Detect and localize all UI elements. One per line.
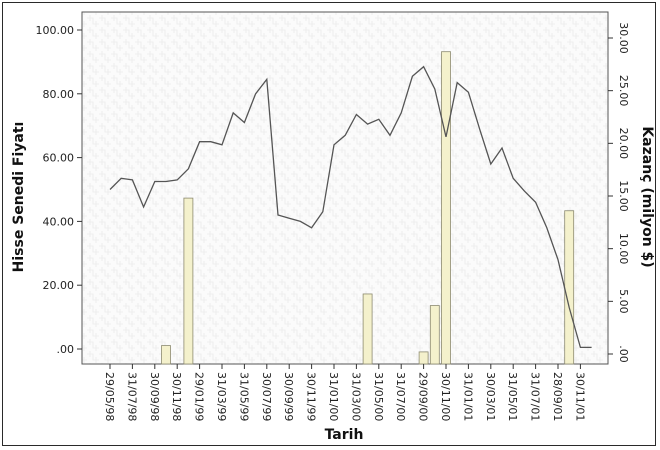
chart-frame: .00 20.00 40.00 60.00 80.00 100.00 .00 5.00 10.… <box>2 2 656 446</box>
bar <box>161 345 171 365</box>
price-line <box>109 65 592 349</box>
x-tick-label: 30/11/99 <box>305 372 318 421</box>
x-tick-label: 28/09/01 <box>551 372 564 421</box>
y-right-tick-label: 15.00 <box>617 180 630 212</box>
x-tick-label: 30/09/99 <box>282 372 295 421</box>
x-tick-label: 31/03/99 <box>215 372 228 421</box>
x-tick-label: 29/09/00 <box>417 372 430 421</box>
y-axis-right-label: Kazanç (milyon $) <box>639 126 655 267</box>
y-right-tick-label: 30.00 <box>617 22 630 54</box>
y-right-tick-label: 25.00 <box>617 75 630 107</box>
x-tick-label: 30/11/01 <box>573 372 586 421</box>
y-left-tick-label: 60.00 <box>43 152 75 165</box>
x-tick-label: 29/01/99 <box>193 372 206 421</box>
y-right-tick-label: 20.00 <box>617 128 630 160</box>
y-left-tick-label: 20.00 <box>43 279 75 292</box>
x-tick-label: 29/05/98 <box>103 372 116 421</box>
x-tick-label: 31/07/01 <box>529 372 542 421</box>
x-tick-label: 31/05/01 <box>506 372 519 421</box>
bar <box>418 351 429 365</box>
y-left-tick-label: 100.00 <box>36 24 75 37</box>
x-tick-label: 31/05/00 <box>372 372 385 421</box>
x-tick-label: 31/07/00 <box>394 372 407 421</box>
x-tick-label: 31/07/98 <box>125 372 138 421</box>
x-tick-label: 30/11/00 <box>439 372 452 421</box>
x-tick-label: 31/01/01 <box>461 372 474 421</box>
x-tick-label: 31/05/99 <box>237 372 250 421</box>
y-right-tick-label: 10.00 <box>617 233 630 265</box>
y-left-tick-label: 40.00 <box>43 215 75 228</box>
x-axis-label: Tarih <box>325 427 364 443</box>
x-tick-label: 30/07/99 <box>260 372 273 421</box>
y-right-tick-label: .00 <box>617 345 630 363</box>
x-tick-label: 31/01/00 <box>327 372 340 421</box>
plot-background <box>81 11 609 365</box>
bar <box>183 197 194 365</box>
bar <box>441 51 451 365</box>
y-left-tick-label: 80.00 <box>43 88 75 101</box>
x-tick-label: 30/03/01 <box>484 372 497 421</box>
bar <box>362 293 373 365</box>
bar <box>429 305 440 365</box>
y-left-tick-label: .00 <box>57 343 75 356</box>
chart: .00 20.00 40.00 60.00 80.00 100.00 .00 5.00 10.… <box>11 11 655 443</box>
bar <box>564 210 575 365</box>
y-axis-left-label: Hisse Senedi Fiyatı <box>11 122 27 273</box>
y-right-tick-label: 5.00 <box>617 289 630 314</box>
x-tick-label: 30/09/98 <box>148 372 161 421</box>
x-tick-label: 30/11/98 <box>170 372 183 421</box>
x-tick-label: 31/03/00 <box>349 372 362 421</box>
